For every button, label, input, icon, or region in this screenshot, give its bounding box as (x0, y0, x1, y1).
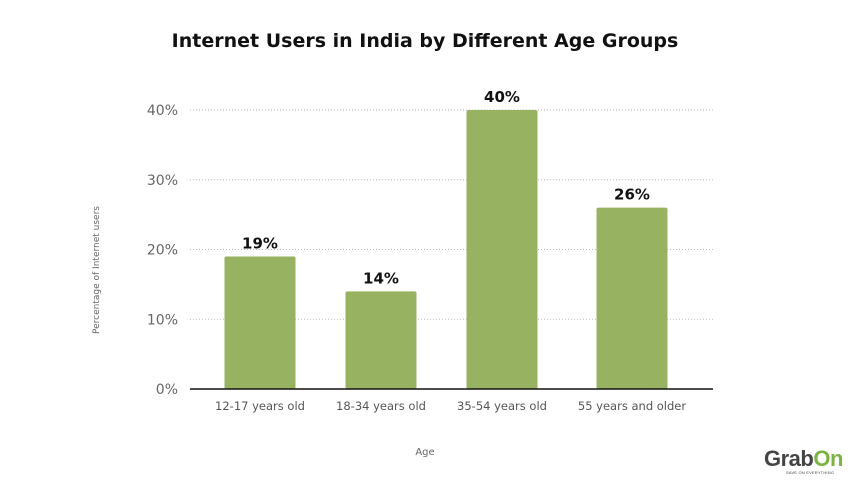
x-tick-label: 35-54 years old (457, 399, 547, 413)
y-tick-label: 30% (147, 173, 178, 189)
y-tick-label: 0% (156, 382, 178, 398)
chart-title: Internet Users in India by Different Age… (171, 30, 679, 52)
y-axis-label: Percentage of Internet users (92, 206, 102, 334)
x-tick-label: 18-34 years old (336, 399, 426, 413)
bar (224, 256, 296, 389)
data-label: 14% (363, 269, 399, 287)
y-tick-label: 10% (147, 312, 178, 328)
bar (345, 291, 417, 389)
y-tick-label: 40% (147, 103, 178, 119)
data-label: 19% (242, 234, 278, 252)
data-label: 40% (484, 88, 520, 106)
logo-tagline: SAVE ON EVERYTHING (786, 470, 835, 475)
logo-main: Grab (764, 446, 814, 471)
y-tick-label: 20% (147, 243, 178, 259)
data-label: 26% (614, 186, 650, 204)
x-axis-label: Age (415, 447, 434, 458)
bar (596, 207, 668, 389)
x-tick-label: 12-17 years old (215, 399, 305, 413)
x-tick-label: 55 years and older (578, 399, 686, 413)
bar (466, 110, 538, 389)
grabon-logo: GrabOn SAVE ON EVERYTHING (764, 446, 843, 476)
logo-accent: On (813, 446, 843, 471)
